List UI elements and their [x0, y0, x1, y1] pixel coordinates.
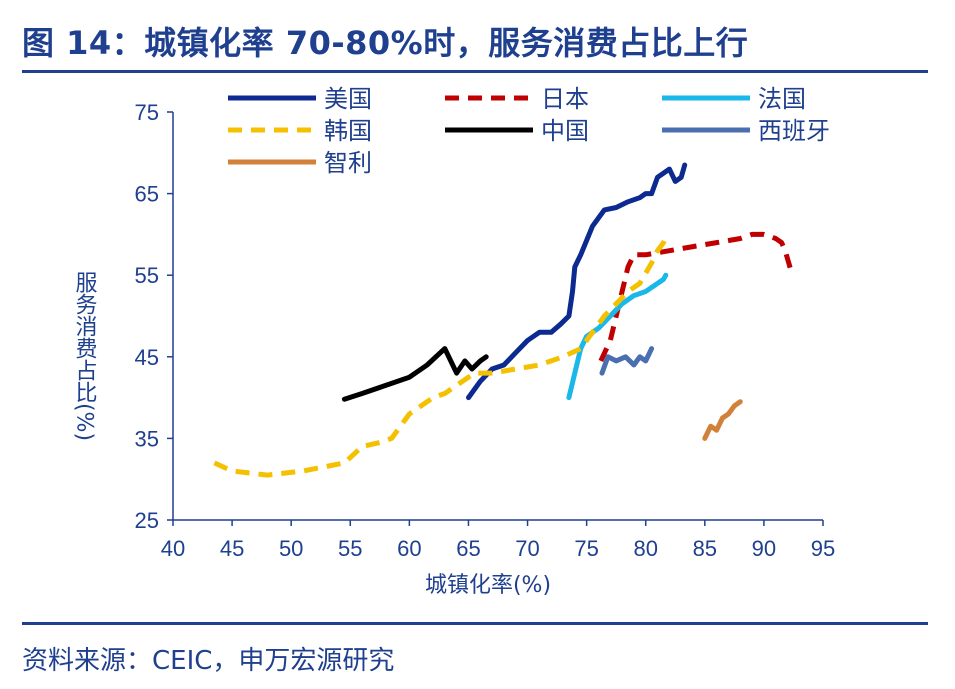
y-axis-label: 服务消费占比(%) [72, 271, 98, 441]
legend-label: 韩国 [324, 117, 372, 145]
legend-label: 西班牙 [758, 117, 830, 145]
x-tick-label: 50 [279, 536, 303, 561]
x-tick-label: 85 [693, 536, 717, 561]
y-tick-label: 55 [135, 263, 159, 288]
y-tick-label: 25 [135, 508, 159, 533]
y-tick-label: 45 [135, 345, 159, 370]
legend-label: 智利 [324, 149, 372, 177]
series-line-3 [566, 272, 669, 401]
x-tick-label: 45 [220, 536, 244, 561]
x-tick-label: 75 [574, 536, 598, 561]
series-line-2 [598, 231, 794, 362]
x-tick-label: 60 [397, 536, 421, 561]
y-tick-label: 65 [135, 182, 159, 207]
x-tick-label: 70 [515, 536, 539, 561]
series-line-4 [213, 233, 670, 478]
series-line-6 [599, 346, 655, 376]
y-tick-label: 75 [135, 100, 159, 125]
chart-title: 图 14：城镇化率 70-80%时，服务消费占比上行 [22, 24, 749, 62]
series-line-5 [341, 346, 489, 402]
x-axis-label: 城镇化率(%) [425, 573, 551, 598]
x-tick-label: 90 [752, 536, 776, 561]
x-tick-label: 65 [456, 536, 480, 561]
series-line-7 [702, 399, 743, 441]
x-tick-label: 80 [633, 536, 657, 561]
legend-label: 法国 [758, 85, 806, 113]
series-line-1 [466, 162, 688, 401]
legend-label: 日本 [541, 85, 589, 113]
source-note: 资料来源：CEIC，申万宏源研究 [22, 646, 395, 676]
title-divider [22, 70, 928, 73]
legend-label: 中国 [541, 117, 589, 145]
y-tick-label: 35 [135, 426, 159, 451]
x-tick-label: 55 [338, 536, 362, 561]
x-tick-label: 95 [811, 536, 835, 561]
x-tick-label: 40 [161, 536, 185, 561]
footer-divider [22, 622, 928, 625]
legend-label: 美国 [324, 85, 372, 113]
